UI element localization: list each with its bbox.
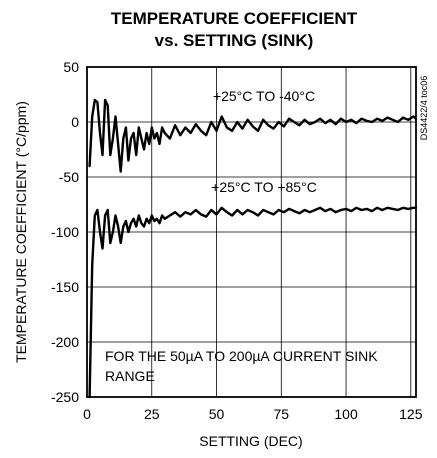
x-tick-label: 50 [209,406,225,422]
note-line2: RANGE [105,368,155,384]
y-axis-ticks: 50 0 -50 -100 -150 -200 -250 [51,59,79,405]
chart-title-line1: TEMPERATURE COEFFICIENT [111,9,358,28]
grid [87,67,416,397]
y-tick-label: -200 [51,334,79,350]
x-tick-label: 25 [144,406,160,422]
x-tick-label: 75 [274,406,290,422]
lower-curve-label: +25°C TO +85°C [211,179,317,195]
series-line-hot [88,206,418,399]
chart-title-line2: vs. SETTING (SINK) [155,31,314,50]
y-tick-label: -250 [51,389,79,405]
series-line-cold [88,98,418,173]
x-axis-ticks: 0 25 50 75 100 125 [83,406,423,422]
y-tick-label: -50 [59,169,79,185]
x-axis-label: SETTING (DEC) [199,433,302,449]
y-axis-label: TEMPERATURE COEFFICIENT (°C/ppm) [13,101,29,363]
y-tick-label: -150 [51,279,79,295]
series-group [88,98,418,399]
y-tick-label: -100 [51,224,79,240]
note-line1: FOR THE 50µA TO 200µA CURRENT SINK [105,348,378,364]
figure-code: DS4422/4 toc06 [419,76,429,141]
y-tick-label: 50 [63,59,79,75]
x-tick-label: 125 [399,406,423,422]
x-tick-label: 0 [83,406,91,422]
x-tick-label: 100 [334,406,358,422]
upper-curve-label: +25°C TO -40°C [213,88,315,104]
y-tick-label: 0 [71,114,79,130]
plot-frame [86,66,417,398]
